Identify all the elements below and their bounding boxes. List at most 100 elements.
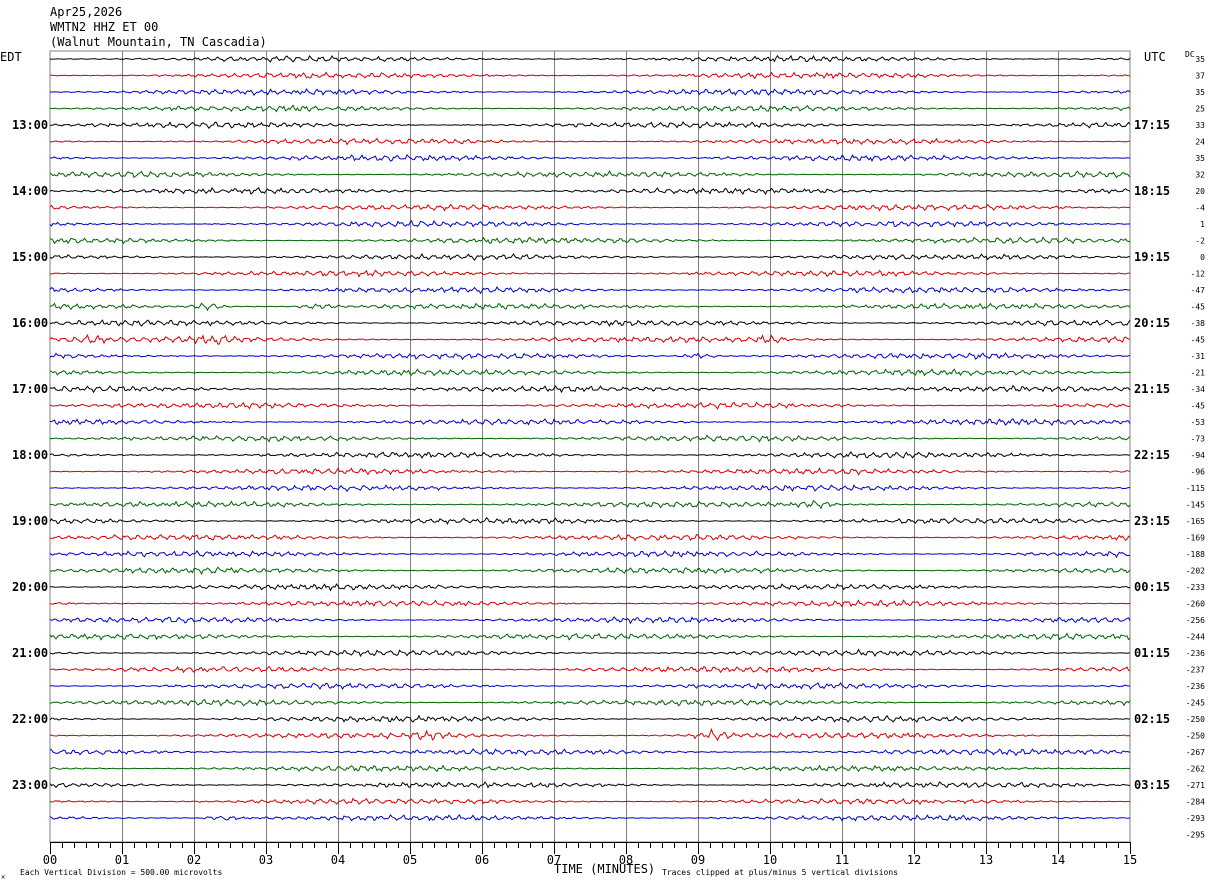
dc-offset-label: 20	[1195, 187, 1205, 196]
dc-offset-label: -145	[1186, 501, 1205, 510]
dc-label: DC	[1185, 50, 1195, 59]
left-zone-label: EDT	[0, 50, 22, 64]
dc-offset-label: -115	[1186, 484, 1205, 493]
trace-9	[49, 203, 1131, 212]
left-hour-label: 15:00	[12, 250, 48, 264]
right-hour-labels: 17:15 18:15 19:15 20:15 21:15 22:15 23:15 00:15…	[1134, 118, 1170, 792]
dc-offset-label: -45	[1191, 336, 1206, 345]
right-hour-label: 03:15	[1134, 778, 1170, 792]
x-tick-label: 10	[763, 853, 777, 867]
trace-37	[49, 665, 1131, 674]
trace-29	[49, 533, 1131, 542]
trace-10	[49, 219, 1131, 228]
x-tick-label: 07	[547, 853, 561, 867]
trace-16	[49, 319, 1131, 328]
dc-offset-label: 24	[1195, 138, 1205, 147]
trace-11	[49, 236, 1131, 245]
trace-43	[49, 764, 1131, 773]
dc-offset-label: -73	[1191, 435, 1206, 444]
right-hour-label: 02:15	[1134, 712, 1170, 726]
x-tick-label: 09	[691, 853, 705, 867]
dc-offset-label: -47	[1191, 286, 1206, 295]
left-hour-labels: 13:00 14:00 15:00 16:00 17:00 18:00 19:00 20:00…	[12, 118, 48, 792]
trace-8	[49, 186, 1131, 196]
dc-offset-label: -96	[1191, 468, 1206, 477]
dc-offset-label: -245	[1186, 699, 1205, 708]
dc-offset-label: -237	[1186, 666, 1205, 675]
trace-35	[49, 632, 1131, 641]
dc-offset-label: 1	[1200, 220, 1205, 229]
trace-31	[49, 566, 1131, 575]
dc-offset-label: -4	[1195, 204, 1205, 213]
left-hour-label: 18:00	[12, 448, 48, 462]
dc-offset-label: -45	[1191, 303, 1206, 312]
dc-offset-label: 33	[1195, 121, 1205, 130]
left-hour-label: 20:00	[12, 580, 48, 594]
dc-offset-label: -293	[1186, 814, 1205, 823]
x-tick-label: 03	[259, 853, 273, 867]
x-tick-label: 08	[619, 853, 633, 867]
trace-40	[49, 714, 1131, 723]
trace-3	[49, 104, 1131, 113]
x-tick-label: 05	[403, 853, 417, 867]
dc-offset-label: -233	[1186, 583, 1205, 592]
trace-44	[49, 781, 1131, 789]
trace-12	[49, 253, 1131, 261]
trace-5	[49, 137, 1131, 146]
trace-17	[49, 333, 1131, 345]
dc-offset-label: -38	[1191, 319, 1206, 328]
trace-2	[49, 88, 1131, 97]
left-hour-label: 22:00	[12, 712, 48, 726]
header-location: (Walnut Mountain, TN Cascadia)	[50, 35, 267, 49]
dc-offset-label: -271	[1186, 781, 1205, 790]
trace-30	[49, 550, 1131, 559]
x-tick-label: 14	[1051, 853, 1065, 867]
left-hour-label: 14:00	[12, 184, 48, 198]
dc-offset-label: -236	[1186, 682, 1205, 691]
trace-22	[49, 418, 1131, 427]
trace-4	[49, 121, 1131, 130]
dc-offset-label: -94	[1191, 451, 1206, 460]
dc-offset-label: -12	[1191, 270, 1206, 279]
dc-offset-label: -165	[1186, 517, 1205, 526]
right-hour-label: 23:15	[1134, 514, 1170, 528]
x-tick-label: 01	[115, 853, 129, 867]
trace-0	[49, 54, 1131, 63]
left-hour-label: 19:00	[12, 514, 48, 528]
x-tick-label: 02	[187, 853, 201, 867]
trace-21	[49, 401, 1131, 410]
x-tick-label: 04	[331, 853, 345, 867]
trace-41	[49, 727, 1131, 742]
trace-34	[49, 616, 1131, 625]
trace-7	[49, 170, 1131, 179]
trace-13	[49, 269, 1131, 278]
right-zone-label: UTC	[1144, 50, 1166, 64]
dc-offset-label: -188	[1186, 550, 1205, 559]
clip-note: Traces clipped at plus/minus 5 vertical …	[662, 868, 898, 877]
left-hour-label: 17:00	[12, 382, 48, 396]
right-hour-label: 21:15	[1134, 382, 1170, 396]
trace-46	[49, 814, 1131, 822]
traces	[49, 54, 1131, 822]
trace-36	[49, 648, 1131, 658]
right-hour-label: 19:15	[1134, 250, 1170, 264]
dc-offset-label: -169	[1186, 534, 1205, 543]
trace-33	[49, 599, 1131, 608]
corner-mark: ✕	[1, 873, 5, 881]
dc-offset-label: 25	[1195, 105, 1205, 114]
dc-offset-label: -45	[1191, 402, 1206, 411]
trace-28	[49, 516, 1131, 526]
dc-offset-label: 35	[1195, 88, 1205, 97]
dc-offset-label: -260	[1186, 600, 1205, 609]
dc-offset-label: -262	[1186, 765, 1205, 774]
trace-26	[49, 484, 1131, 493]
scale-note: Each Vertical Division = 500.00 microvol…	[20, 868, 222, 877]
trace-32	[49, 583, 1131, 592]
trace-25	[49, 467, 1131, 476]
dc-offset-label: -267	[1186, 748, 1205, 757]
trace-14	[49, 285, 1131, 295]
x-tick-label: 12	[907, 853, 921, 867]
trace-1	[49, 71, 1131, 80]
trace-45	[49, 797, 1131, 806]
